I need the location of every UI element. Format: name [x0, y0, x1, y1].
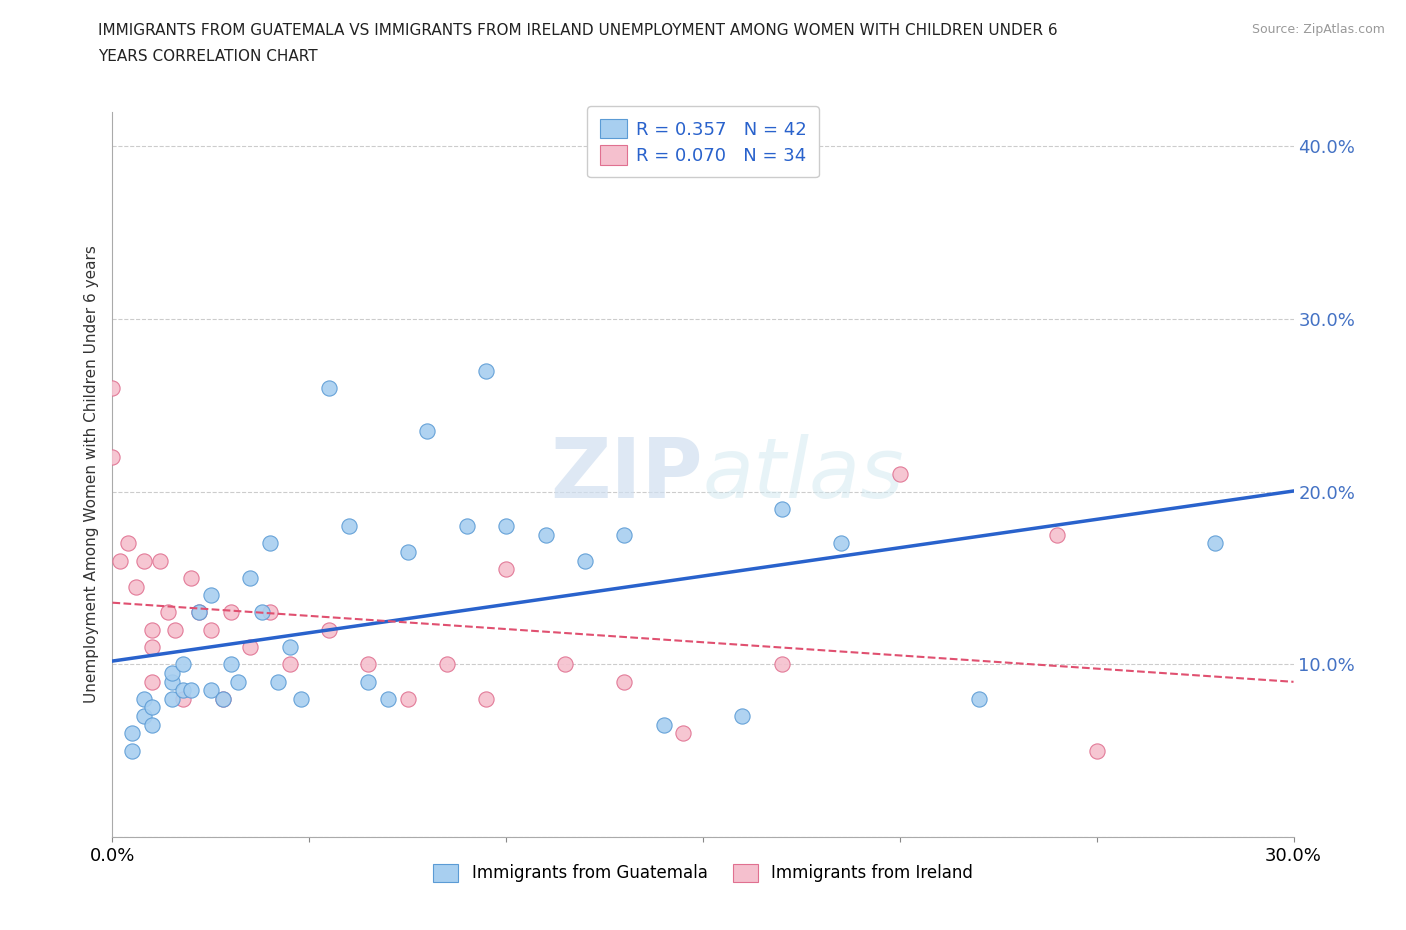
Point [770, 657, 793, 671]
Point [416, 424, 439, 439]
Point [495, 562, 517, 577]
Point [554, 657, 576, 671]
Point [156, 605, 179, 620]
Point [475, 364, 498, 379]
Point [110, 553, 132, 568]
Point [219, 657, 242, 671]
Point [188, 605, 211, 620]
Point [160, 674, 183, 689]
Point [117, 536, 139, 551]
Point [290, 691, 312, 706]
Point [219, 605, 242, 620]
Text: Source: ZipAtlas.com: Source: ZipAtlas.com [1251, 23, 1385, 36]
Point [132, 691, 155, 706]
Point [889, 467, 911, 482]
Point [278, 640, 301, 655]
Point [830, 536, 852, 551]
Point [172, 657, 194, 671]
Point [672, 726, 695, 741]
Text: YEARS CORRELATION CHART: YEARS CORRELATION CHART [98, 49, 318, 64]
Point [267, 674, 290, 689]
Text: ZIP: ZIP [551, 433, 703, 515]
Point [180, 570, 202, 585]
Point [160, 691, 183, 706]
Point [967, 691, 990, 706]
Point [250, 605, 273, 620]
Point [180, 683, 202, 698]
Point [101, 380, 124, 395]
Point [239, 570, 262, 585]
Point [731, 709, 754, 724]
Point [259, 605, 281, 620]
Point [211, 691, 233, 706]
Point [200, 622, 222, 637]
Point [1046, 527, 1069, 542]
Point [165, 622, 187, 637]
Point [436, 657, 458, 671]
Point [456, 519, 478, 534]
Point [377, 691, 399, 706]
Point [172, 683, 194, 698]
Point [160, 666, 183, 681]
Point [239, 640, 262, 655]
Point [337, 519, 360, 534]
Point [652, 717, 675, 732]
Point [211, 691, 233, 706]
Y-axis label: Unemployment Among Women with Children Under 6 years: Unemployment Among Women with Children U… [84, 246, 100, 703]
Point [318, 622, 340, 637]
Point [141, 717, 163, 732]
Point [318, 380, 340, 395]
Point [141, 674, 163, 689]
Point [770, 501, 793, 516]
Point [357, 657, 380, 671]
Point [396, 691, 419, 706]
Point [132, 553, 155, 568]
Point [141, 640, 163, 655]
Point [188, 605, 211, 620]
Point [200, 588, 222, 603]
Point [1204, 536, 1226, 551]
Point [141, 622, 163, 637]
Point [396, 545, 419, 560]
Point [613, 527, 636, 542]
Point [172, 691, 194, 706]
Legend: Immigrants from Guatemala, Immigrants from Ireland: Immigrants from Guatemala, Immigrants fr… [422, 852, 984, 894]
Point [121, 743, 143, 758]
Point [534, 527, 557, 542]
Point [495, 519, 517, 534]
Text: IMMIGRANTS FROM GUATEMALA VS IMMIGRANTS FROM IRELAND UNEMPLOYMENT AMONG WOMEN WI: IMMIGRANTS FROM GUATEMALA VS IMMIGRANTS … [98, 23, 1059, 38]
Point [1085, 743, 1108, 758]
Point [141, 700, 163, 715]
Point [475, 691, 498, 706]
Point [228, 674, 250, 689]
Point [574, 553, 596, 568]
Point [357, 674, 380, 689]
Point [200, 683, 222, 698]
Point [259, 536, 281, 551]
Point [132, 709, 155, 724]
Text: atlas: atlas [703, 433, 904, 515]
Point [278, 657, 301, 671]
Point [121, 726, 143, 741]
Point [101, 449, 124, 464]
Point [125, 579, 148, 594]
Point [613, 674, 636, 689]
Point [149, 553, 172, 568]
